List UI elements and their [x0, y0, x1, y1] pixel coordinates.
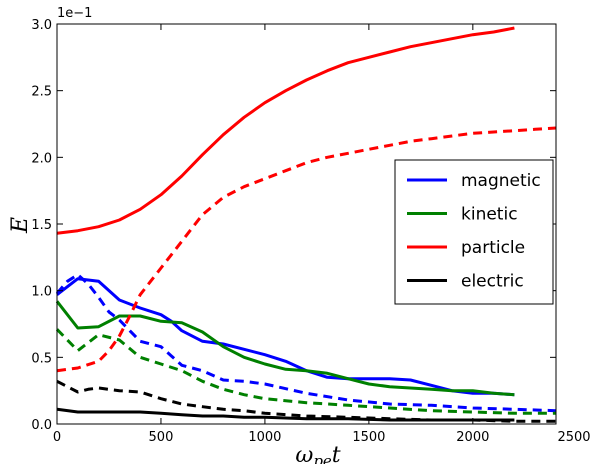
- y-axis-label: E: [8, 217, 33, 234]
- y-tick-label: 3.0: [31, 18, 52, 33]
- y-tick-label: 2.0: [31, 151, 52, 166]
- series-line-series-5-dashed: [55, 273, 557, 413]
- y-tick-label: 0.5: [31, 351, 52, 366]
- x-tick-label: 2000: [456, 430, 489, 445]
- x-tick-label: 0: [53, 430, 61, 445]
- axis-ticks: 0 500 1000 1500 2000 2500 0.0 0.5 1.0 1.5 2.0 2.5 3.…: [31, 18, 590, 445]
- series-line-series-8-dashed: [56, 379, 556, 423]
- series-line-series-7-dashed: [56, 126, 557, 373]
- y-tick-label: 1.5: [31, 218, 52, 233]
- x-axis-label: ωpet: [295, 443, 340, 464]
- legend-label-electric: electric: [461, 272, 524, 292]
- legend-label-particle: particle: [461, 238, 525, 258]
- plot-lines: [55, 26, 557, 423]
- legend: magnetic kinetic particle electric: [394, 159, 554, 305]
- series-line-series-6-dashed: [55, 328, 556, 415]
- legend-label-kinetic: kinetic: [461, 205, 518, 225]
- y-axis-exponent: 1e−1: [57, 6, 92, 21]
- x-tick-label: 2500: [557, 430, 590, 445]
- legend-label-magnetic: magnetic: [461, 171, 541, 191]
- series-line-kinetic-solid: [55, 300, 515, 397]
- y-tick-label: 1.0: [31, 285, 52, 300]
- x-tick-label: 500: [149, 430, 174, 445]
- x-tick-label: 1000: [248, 430, 281, 445]
- series-line-particle-solid: [56, 26, 515, 235]
- y-tick-label: 2.5: [31, 85, 52, 100]
- x-tick-label: 1500: [352, 430, 385, 445]
- series-line-electric-solid: [56, 407, 515, 422]
- y-tick-label: 0.0: [31, 418, 52, 433]
- series-line-magnetic-solid: [56, 277, 515, 397]
